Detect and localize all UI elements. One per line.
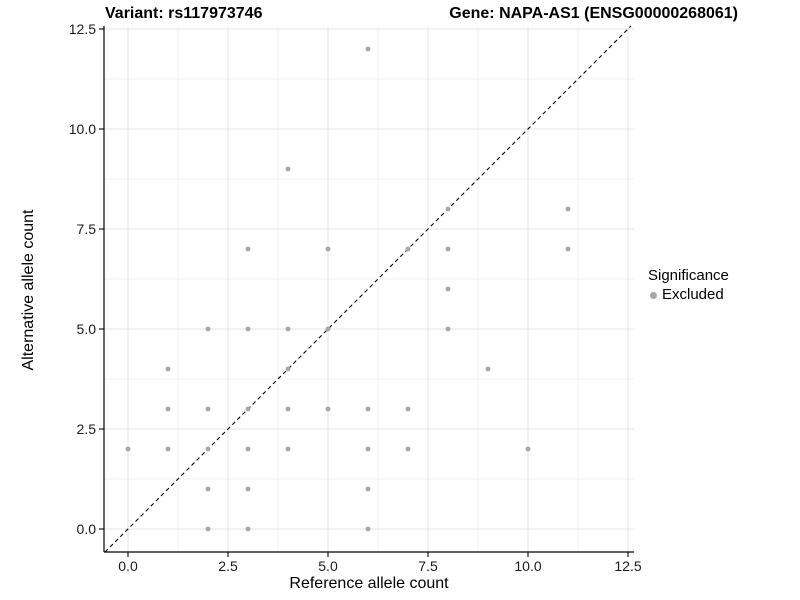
- svg-text:7.5: 7.5: [418, 558, 438, 574]
- legend-item-label: Excluded: [662, 286, 724, 303]
- svg-text:5.0: 5.0: [77, 321, 97, 337]
- svg-text:10.0: 10.0: [514, 558, 541, 574]
- svg-text:0.0: 0.0: [118, 558, 138, 574]
- svg-text:7.5: 7.5: [77, 221, 97, 237]
- plot-title-variant: Variant: rs117973746: [105, 5, 263, 22]
- legend: Significance Excluded: [648, 266, 798, 304]
- legend-item-excluded: Excluded: [648, 286, 798, 304]
- plot-title-gene: Gene: NAPA-AS1 (ENSG00000268061): [449, 5, 738, 22]
- svg-text:2.5: 2.5: [218, 558, 238, 574]
- svg-text:12.5: 12.5: [614, 558, 641, 574]
- svg-text:2.5: 2.5: [77, 421, 97, 437]
- y-axis-title: Alternative allele count: [20, 209, 37, 371]
- svg-text:10.0: 10.0: [69, 121, 96, 137]
- legend-title: Significance: [648, 267, 729, 284]
- svg-text:12.5: 12.5: [69, 21, 96, 37]
- svg-text:5.0: 5.0: [318, 558, 338, 574]
- x-axis-title: Reference allele count: [289, 575, 449, 592]
- svg-text:0.0: 0.0: [77, 521, 97, 537]
- excluded-point-swatch: [650, 291, 657, 299]
